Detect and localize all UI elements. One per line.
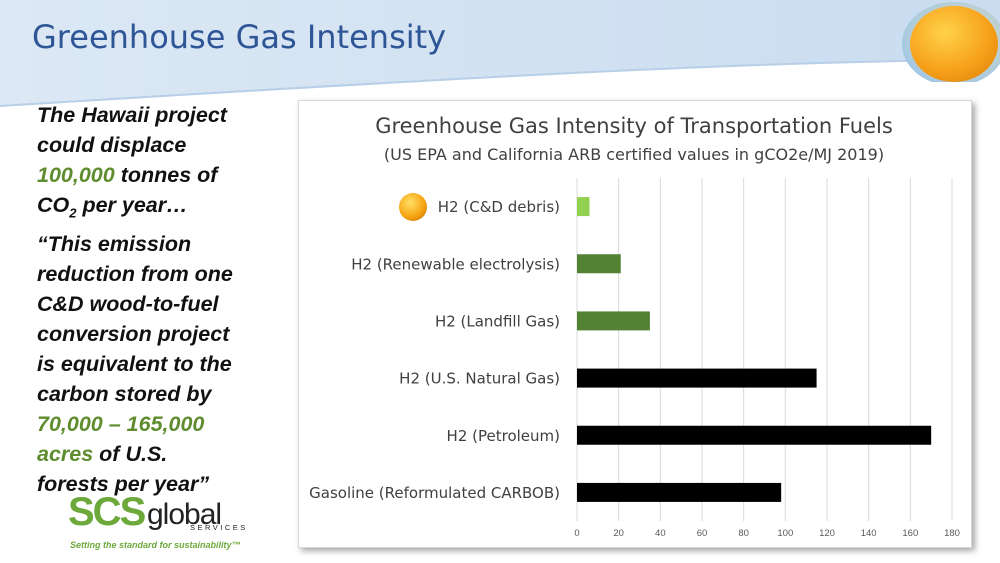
category-label: H2 (Petroleum) bbox=[447, 427, 560, 445]
bar-chart: Greenhouse Gas Intensity of Transportati… bbox=[309, 114, 960, 539]
quote-fragment: tonnes of bbox=[114, 163, 218, 188]
logo-scs: SCS bbox=[68, 490, 146, 534]
bar bbox=[577, 482, 782, 502]
quote-line: The Hawaii project bbox=[37, 103, 227, 127]
quote-line: “This emission bbox=[37, 231, 192, 256]
x-tick-label: 120 bbox=[819, 528, 835, 539]
category-label: H2 (Renewable electrolysis) bbox=[351, 255, 560, 273]
chart-bars bbox=[577, 197, 932, 502]
quote-line: carbon stored by bbox=[37, 382, 212, 407]
subscript: 2 bbox=[69, 205, 77, 221]
bar bbox=[577, 368, 817, 388]
quote-line: CO2 per year… bbox=[37, 190, 292, 228]
quote-line: forests per year” bbox=[37, 472, 210, 497]
bar bbox=[577, 254, 621, 274]
logo-tagline: Setting the standard for sustainability™ bbox=[70, 540, 241, 550]
acres-word: acres bbox=[37, 442, 94, 467]
x-tick-label: 100 bbox=[777, 528, 793, 539]
chart-x-tick-labels: 0 20 40 60 80 100 120 140 160 180 bbox=[574, 528, 960, 539]
bar bbox=[577, 311, 650, 331]
quote-line: 100,000 tonnes of bbox=[37, 160, 292, 190]
header-banner bbox=[0, 0, 1000, 110]
quote-line: is equivalent to the bbox=[37, 352, 232, 377]
x-tick-label: 140 bbox=[861, 528, 877, 539]
logo-services: SERVICES bbox=[190, 523, 248, 532]
category-label: H2 (C&D debris) bbox=[438, 198, 560, 216]
quote-fragment: of U.S. bbox=[93, 442, 168, 467]
chart-panel: Greenhouse Gas Intensity of Transportati… bbox=[298, 100, 972, 548]
x-tick-label: 40 bbox=[655, 528, 666, 539]
quote-line: 70,000 – 165,000 bbox=[37, 412, 205, 437]
page-title: Greenhouse Gas Intensity bbox=[32, 18, 447, 56]
x-tick-label: 80 bbox=[738, 528, 749, 539]
x-tick-label: 160 bbox=[902, 528, 918, 539]
x-tick-label: 60 bbox=[697, 528, 708, 539]
scs-global-logo: SCS global SERVICES Setting the standard… bbox=[68, 490, 258, 556]
tonnes-value: 100,000 bbox=[37, 163, 115, 188]
chart-title: Greenhouse Gas Intensity of Transportati… bbox=[375, 114, 893, 138]
category-label: H2 (Landfill Gas) bbox=[435, 312, 560, 330]
quote-fragment: per year… bbox=[76, 193, 188, 218]
quote-text: The Hawaii project could displace 100,00… bbox=[37, 100, 292, 500]
x-tick-label: 0 bbox=[574, 528, 579, 539]
bar bbox=[577, 425, 932, 445]
x-tick-label: 180 bbox=[944, 528, 960, 539]
sun-icon bbox=[898, 2, 1000, 86]
chart-grid bbox=[576, 178, 953, 521]
quote-line: conversion project bbox=[37, 321, 230, 346]
bar bbox=[577, 197, 590, 217]
quote-line: could displace bbox=[37, 133, 187, 158]
category-label: Gasoline (Reformulated CARBOB) bbox=[309, 484, 560, 502]
quote-fragment: CO bbox=[37, 193, 70, 218]
x-tick-label: 20 bbox=[613, 528, 624, 539]
quote-line: C&D wood-to-fuel bbox=[37, 291, 219, 316]
category-label: H2 (U.S. Natural Gas) bbox=[399, 370, 560, 388]
chart-category-labels: H2 (C&D debris) H2 (Renewable electrolysi… bbox=[309, 198, 560, 502]
chart-subtitle: (US EPA and California ARB certified val… bbox=[384, 145, 884, 164]
sun-icon bbox=[399, 193, 427, 221]
quote-line: acres of U.S. bbox=[37, 439, 292, 469]
logo-global: global bbox=[147, 498, 222, 531]
quote-line: reduction from one bbox=[37, 261, 233, 286]
